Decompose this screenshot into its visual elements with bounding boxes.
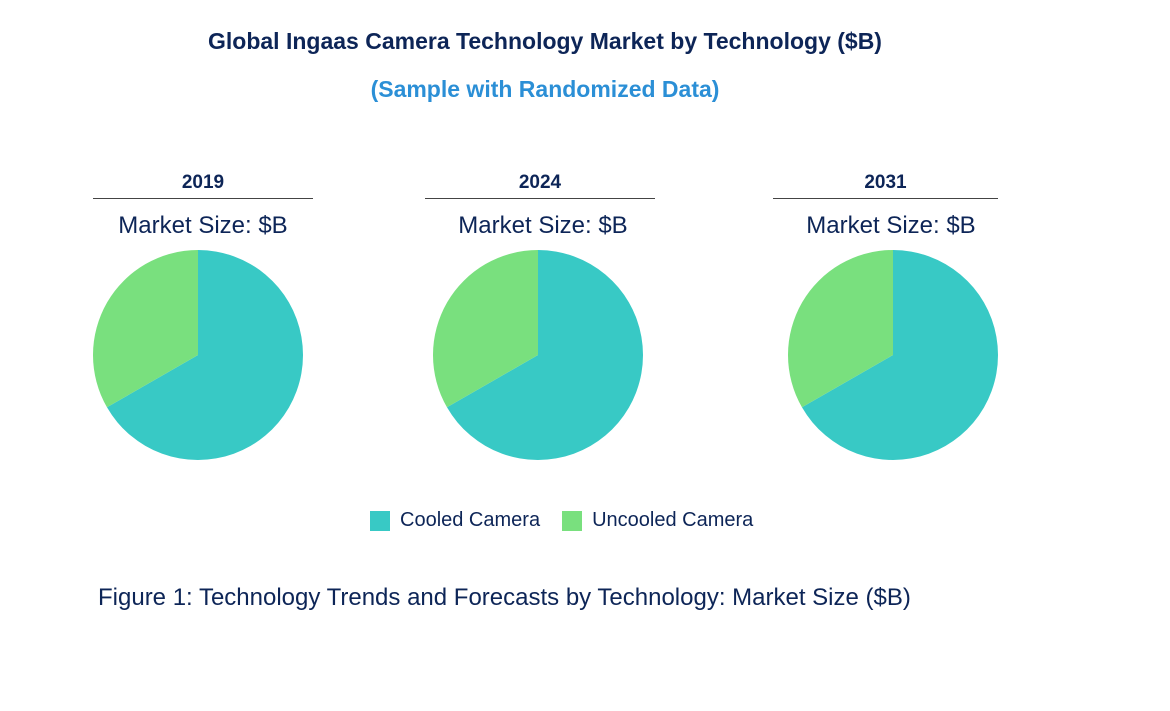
market-size-label: Market Size: $B xyxy=(118,212,288,239)
pie-slice-2031-uncooled-camera xyxy=(787,249,893,408)
market-size-label: Market Size: $B xyxy=(458,212,628,239)
legend: Cooled Camera Uncooled Camera xyxy=(370,509,775,532)
divider xyxy=(93,198,313,199)
pie-slice-2024-cooled-camera xyxy=(446,250,643,460)
legend-label: Cooled Camera xyxy=(400,509,541,531)
legend-label: Uncooled Camera xyxy=(592,509,754,531)
divider xyxy=(773,198,998,199)
market-size-label: Market Size: $B xyxy=(806,212,976,239)
divider xyxy=(425,198,655,199)
pie-slice-2019-cooled-camera xyxy=(106,250,303,460)
legend-item-cooled: Cooled Camera xyxy=(370,509,540,532)
figure-caption: Figure 1: Technology Trends and Forecast… xyxy=(98,584,911,611)
legend-swatch xyxy=(562,510,583,531)
pie-slice-2024-uncooled-camera xyxy=(432,250,538,408)
pie-year-2019: 2019 xyxy=(181,172,225,193)
pie-year-2031: 2031 xyxy=(864,172,907,193)
pie-year-2024: 2024 xyxy=(518,172,562,193)
chart-subtitle: (Sample with Randomized Data) xyxy=(370,76,720,102)
pie-slice-2031-cooled-camera xyxy=(801,250,998,460)
pie-slice-2019-uncooled-camera xyxy=(92,250,198,408)
chart-title: Global Ingaas Camera Technology Market b… xyxy=(208,28,882,54)
legend-swatch xyxy=(370,510,390,531)
legend-item-uncooled: Uncooled Camera xyxy=(562,509,753,532)
